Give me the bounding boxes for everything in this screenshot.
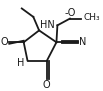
Text: CH₃: CH₃ — [83, 13, 100, 22]
Text: H: H — [17, 58, 24, 68]
Text: O: O — [43, 80, 51, 90]
Text: O: O — [1, 37, 8, 47]
Text: -O: -O — [64, 8, 76, 18]
Text: N: N — [79, 37, 86, 47]
Text: HN: HN — [40, 19, 54, 29]
